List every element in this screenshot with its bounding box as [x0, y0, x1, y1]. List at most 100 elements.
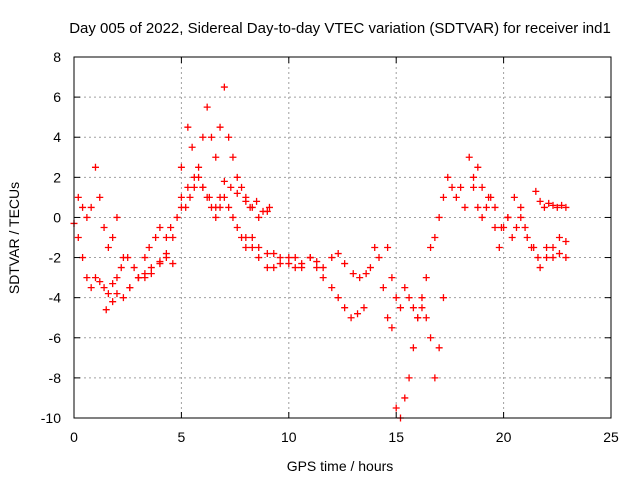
data-point — [238, 183, 246, 191]
data-point — [354, 310, 362, 318]
data-point — [427, 244, 435, 252]
data-point — [448, 183, 456, 191]
data-point — [536, 197, 544, 205]
data-point — [173, 213, 181, 221]
data-point — [356, 274, 364, 282]
data-point — [319, 274, 327, 282]
data-point — [470, 183, 478, 191]
data-point — [199, 183, 207, 191]
data-point — [259, 207, 267, 215]
grid-lines — [74, 57, 611, 418]
y-tick-label: -6 — [49, 330, 62, 346]
data-point — [405, 374, 413, 382]
data-point — [431, 234, 439, 241]
data-point — [532, 187, 540, 195]
data-point — [104, 244, 112, 252]
data-point — [422, 314, 430, 322]
data-point — [225, 133, 233, 141]
data-point — [540, 203, 548, 211]
data-point — [478, 183, 486, 191]
data-point — [255, 213, 263, 221]
x-tick-label: 0 — [70, 429, 78, 445]
data-point — [418, 304, 426, 312]
data-point — [474, 203, 482, 211]
data-point — [375, 254, 383, 262]
data-point — [405, 294, 413, 302]
data-point — [216, 123, 224, 131]
series-track-6 — [384, 244, 447, 422]
data-point — [156, 258, 164, 266]
data-point — [485, 193, 493, 201]
data-point — [83, 274, 91, 282]
data-point — [491, 203, 499, 211]
data-point — [549, 244, 557, 252]
data-point — [113, 290, 121, 298]
data-point — [182, 203, 190, 211]
data-point — [418, 294, 426, 302]
x-tick-labels: 0 5 10 15 20 25 — [70, 429, 619, 445]
data-point — [117, 264, 125, 272]
data-point — [508, 234, 516, 241]
x-tick-label: 5 — [178, 429, 186, 445]
data-point — [220, 83, 228, 91]
data-point — [216, 203, 224, 211]
data-point — [439, 294, 447, 302]
data-point — [190, 183, 198, 191]
data-point — [371, 244, 379, 252]
data-point — [285, 254, 293, 262]
data-point — [319, 264, 327, 272]
data-point — [177, 193, 185, 201]
data-point — [141, 270, 149, 278]
data-point — [141, 254, 149, 262]
data-point — [543, 244, 551, 252]
data-point — [470, 173, 478, 181]
data-point — [562, 203, 570, 211]
data-point — [495, 244, 503, 252]
data-point — [119, 294, 127, 302]
series-track-2 — [74, 83, 273, 292]
data-point — [452, 193, 460, 201]
data-points — [70, 83, 570, 422]
data-point — [263, 250, 271, 258]
data-point — [248, 234, 256, 241]
y-tick-label: 0 — [53, 209, 61, 225]
data-point — [79, 254, 87, 262]
data-point — [242, 193, 250, 201]
data-point — [134, 274, 142, 282]
series-track-9 — [532, 187, 570, 211]
data-point — [558, 201, 566, 209]
data-point — [439, 193, 447, 201]
data-point — [534, 254, 542, 262]
data-point — [162, 234, 170, 241]
data-point — [427, 334, 435, 342]
data-point — [435, 213, 443, 221]
data-point — [422, 274, 430, 282]
data-point — [328, 284, 336, 292]
data-point — [384, 314, 392, 322]
data-point — [145, 244, 153, 252]
data-point — [102, 306, 110, 314]
data-point — [409, 344, 417, 352]
data-point — [366, 264, 374, 272]
data-point — [229, 213, 237, 221]
data-point — [246, 203, 254, 211]
data-point — [233, 189, 241, 197]
data-point — [167, 223, 175, 231]
data-point — [512, 223, 520, 231]
data-point — [212, 213, 220, 221]
data-point — [130, 264, 138, 272]
data-point — [74, 193, 82, 201]
data-point — [388, 274, 396, 282]
data-point — [504, 213, 512, 221]
data-point — [220, 193, 228, 201]
data-point — [549, 201, 557, 209]
data-point — [392, 294, 400, 302]
axis-ticks — [73, 56, 612, 419]
y-tick-label: 4 — [53, 129, 61, 145]
data-point — [87, 284, 95, 292]
data-point — [510, 193, 518, 201]
x-tick-label: 15 — [388, 429, 404, 445]
data-point — [162, 254, 170, 262]
data-point — [474, 163, 482, 171]
